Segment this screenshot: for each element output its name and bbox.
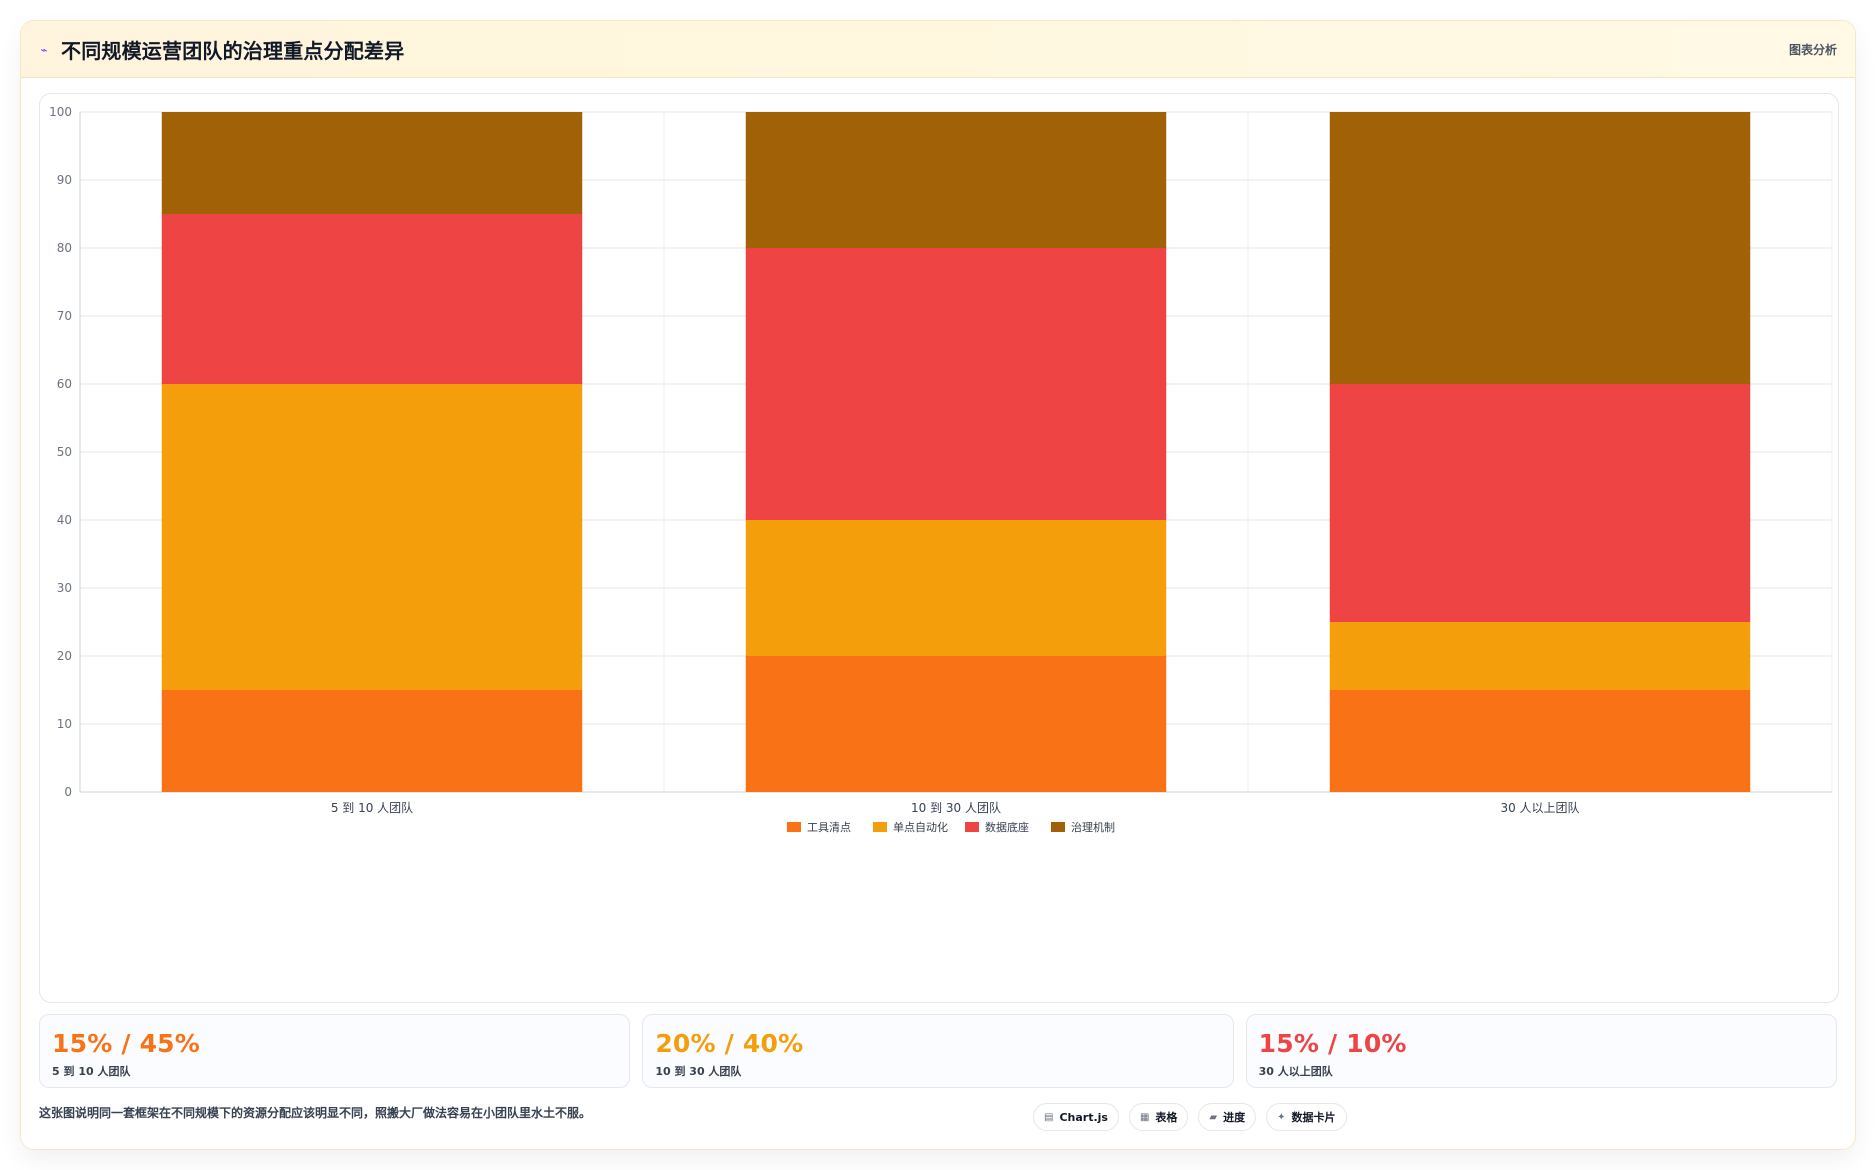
y-tick-label: 30: [57, 581, 72, 595]
bar-segment[interactable]: [161, 384, 583, 690]
y-tick-label: 60: [57, 377, 72, 391]
x-tick-label: 5 到 10 人团队: [331, 800, 413, 815]
bar-segment[interactable]: [1329, 622, 1751, 690]
y-tick-label: 20: [57, 649, 72, 663]
legend-swatch: [1051, 822, 1065, 832]
tool-chips: ▤ Chart.js ▦ 表格 ▰ 进度 ✦ 数据卡片: [1033, 1103, 1347, 1131]
chip-data-card[interactable]: ✦ 数据卡片: [1266, 1103, 1347, 1131]
chip-table[interactable]: ▦ 表格: [1128, 1103, 1189, 1131]
y-tick-label: 90: [57, 173, 72, 187]
table-icon: ▦: [1139, 1111, 1150, 1123]
chart-panel: 0 10 20 30 40 50 60 70 80 90 100 5 到 10 人团队 10 到 30 …: [39, 93, 1839, 1003]
y-tick-label: 40: [57, 513, 72, 527]
bar-segment[interactable]: [745, 112, 1167, 248]
y-tick-label: 10: [57, 717, 72, 731]
bar-segment[interactable]: [161, 214, 583, 384]
stat-value: 20% / 40%: [655, 1029, 804, 1058]
y-tick-label: 50: [57, 445, 72, 459]
stat-card-mid-team: 20% / 40% 10 到 30 人团队: [642, 1014, 1234, 1088]
legend-swatch: [965, 822, 979, 832]
chip-label: 进度: [1223, 1111, 1246, 1124]
stat-label: 30 人以上团队: [1258, 1065, 1333, 1078]
page-title: 不同规模运营团队的治理重点分配差异: [61, 39, 405, 63]
legend-label: 工具清点: [807, 821, 851, 834]
bar-segment[interactable]: [1329, 690, 1751, 792]
stat-label: 10 到 30 人团队: [655, 1065, 742, 1078]
bar-segment[interactable]: [745, 656, 1167, 792]
chip-label: 表格: [1155, 1111, 1178, 1124]
card-header: ⌁ 不同规模运营团队的治理重点分配差异 图表分析: [21, 21, 1855, 78]
bar-segment[interactable]: [1329, 384, 1751, 622]
title-wrap: ⌁ 不同规模运营团队的治理重点分配差异: [37, 35, 404, 64]
chart-icon: ▤: [1044, 1111, 1054, 1123]
x-tick-label: 30 人以上团队: [1500, 800, 1579, 815]
bar-segment[interactable]: [745, 520, 1167, 656]
legend-label: 治理机制: [1071, 820, 1115, 834]
legend-label: 数据底座: [985, 820, 1029, 834]
chart-analysis-tag: 图表分析: [1788, 43, 1837, 57]
legend-swatch: [873, 822, 887, 832]
legend-label: 单点自动化: [893, 820, 948, 834]
report-card: ⌁ 不同规模运营团队的治理重点分配差异 图表分析 0 10 20 30 40 50 60 70…: [20, 20, 1856, 1150]
card-icon: ✦: [1277, 1111, 1286, 1123]
stacked-bar-chart: 0 10 20 30 40 50 60 70 80 90 100 5 到 10 人团队 10 到 30 …: [49, 105, 1833, 834]
stat-card-large-team: 15% / 10% 30 人以上团队: [1245, 1014, 1837, 1088]
chip-chartjs[interactable]: ▤ Chart.js: [1033, 1103, 1119, 1131]
bar-segment[interactable]: [1329, 112, 1751, 384]
y-tick-label: 70: [57, 309, 72, 323]
stat-label: 5 到 10 人团队: [52, 1065, 131, 1078]
stat-value: 15% / 45%: [52, 1029, 201, 1058]
footer-note: 这张图说明同一套框架在不同规模下的资源分配应该明显不同，照搬大厂做法容易在小团队…: [39, 1106, 592, 1120]
bar-segment[interactable]: [161, 690, 583, 792]
y-tick-label: 80: [57, 241, 72, 255]
chip-label: 数据卡片: [1291, 1111, 1336, 1124]
x-tick-label: 10 到 30 人团队: [911, 800, 1001, 815]
legend-swatch: [787, 822, 801, 832]
progress-icon: ▰: [1209, 1111, 1218, 1123]
sparkle-icon: ⌁: [40, 42, 48, 57]
stat-card-small-team: 15% / 45% 5 到 10 人团队: [39, 1014, 631, 1088]
bar-segment[interactable]: [161, 112, 583, 214]
chip-label: Chart.js: [1059, 1110, 1108, 1124]
bar-segment[interactable]: [745, 248, 1167, 520]
stat-row: 15% / 45% 5 到 10 人团队 20% / 40% 10 到 30 人…: [39, 1014, 1837, 1088]
stat-value: 15% / 10%: [1258, 1029, 1407, 1058]
y-tick-label: 100: [49, 105, 72, 119]
chip-progress[interactable]: ▰ 进度: [1198, 1103, 1257, 1131]
y-tick-label: 0: [64, 785, 72, 799]
